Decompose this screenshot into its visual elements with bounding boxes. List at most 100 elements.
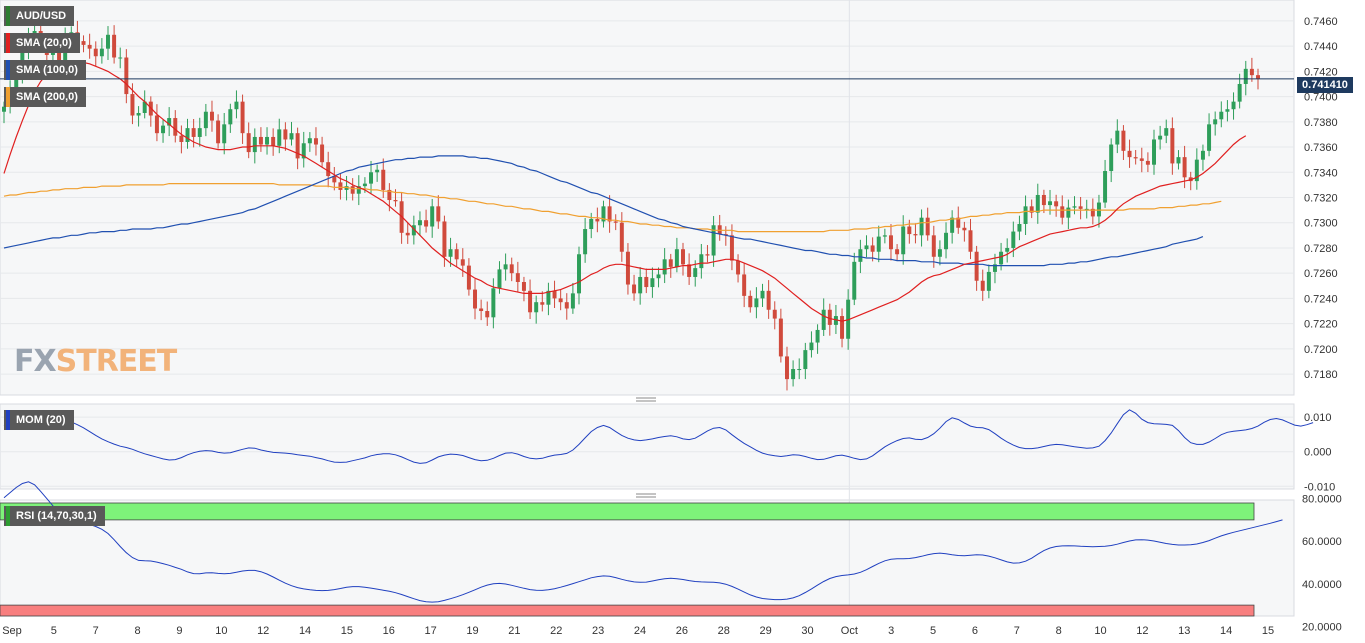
- x-tick-label: 10: [1094, 625, 1106, 637]
- candle-body: [191, 128, 196, 137]
- x-tick-label: 12: [257, 625, 269, 637]
- candle-body: [797, 369, 802, 371]
- legend-sma100-marker: [6, 60, 10, 80]
- candle-body: [595, 218, 600, 222]
- candle-body: [375, 169, 380, 173]
- candle-body: [436, 206, 441, 222]
- candle-body: [271, 136, 276, 146]
- candle-body: [142, 101, 147, 113]
- candle-body: [326, 162, 331, 177]
- price-tick-label: 0.7380: [1304, 117, 1338, 129]
- candle-body: [1060, 206, 1065, 218]
- candle-body: [1249, 68, 1254, 76]
- candle-body: [901, 226, 906, 255]
- candle-body: [944, 232, 949, 250]
- candle-body: [473, 289, 478, 309]
- x-tick-label: 23: [592, 625, 604, 637]
- candle-body: [497, 269, 502, 289]
- candle-body: [662, 259, 667, 275]
- candle-body: [491, 288, 496, 318]
- candle-body: [931, 235, 936, 257]
- x-tick-label: 12: [1136, 625, 1148, 637]
- candle-body: [1054, 201, 1059, 207]
- candle-body: [454, 249, 459, 260]
- candle-body: [674, 249, 679, 267]
- rsi-tick-label: 60.0000: [1302, 536, 1342, 548]
- candle-body: [1035, 194, 1040, 213]
- candle-body: [1207, 124, 1212, 151]
- candle-body: [858, 249, 863, 262]
- candle-body: [895, 249, 900, 255]
- last-price-tag: 0.741410: [1297, 77, 1353, 93]
- candle-body: [711, 225, 716, 256]
- candle-body: [589, 218, 594, 230]
- price-tick-label: 0.7340: [1304, 167, 1338, 179]
- candle-body: [1090, 208, 1095, 217]
- candle-body: [980, 280, 985, 291]
- candle-body: [197, 128, 202, 137]
- price-tick-label: 0.7220: [1304, 319, 1338, 331]
- fxstreet-logo: FXSTREET: [14, 344, 177, 379]
- candle-body: [833, 316, 838, 325]
- candle-body: [356, 186, 361, 194]
- rsi-tick-label: 20.0000: [1302, 621, 1342, 633]
- x-tick-label: 28: [718, 625, 730, 637]
- legend-sma20-marker: [6, 33, 10, 53]
- price-tick-label: 0.7420: [1304, 66, 1338, 78]
- rsi-tick-label: 80.0000: [1302, 494, 1342, 506]
- x-tick-label: 21: [508, 625, 520, 637]
- candle-body: [564, 302, 569, 309]
- candle-body: [791, 369, 796, 380]
- candle-body: [992, 264, 997, 272]
- price-tick-label: 0.7240: [1304, 293, 1338, 305]
- candle-body: [1213, 119, 1218, 125]
- candle-body: [283, 129, 288, 140]
- candle-body: [583, 229, 588, 255]
- candle-body: [228, 109, 233, 125]
- candle-body: [503, 264, 508, 270]
- candle-body: [332, 176, 337, 183]
- candle-body: [956, 217, 961, 228]
- candle-body: [112, 34, 117, 58]
- candle-body: [424, 220, 429, 227]
- candle-body: [448, 249, 453, 257]
- candle-body: [772, 309, 777, 319]
- candle-body: [167, 118, 172, 126]
- price-tick-label: 0.7400: [1304, 92, 1338, 104]
- price-tick-label: 0.7180: [1304, 369, 1338, 381]
- legend-sma20: SMA (20,0): [4, 33, 80, 53]
- x-tick-label: 10: [215, 625, 227, 637]
- candle-body: [1103, 171, 1108, 203]
- price-tick-label: 0.7300: [1304, 218, 1338, 230]
- candle-body: [277, 129, 282, 146]
- x-tick-label: 5: [51, 625, 57, 637]
- rsi-line: [3, 481, 1283, 603]
- price-tick-label: 0.7280: [1304, 243, 1338, 255]
- candle-body: [882, 235, 887, 237]
- candle-body: [240, 101, 245, 134]
- candle-body: [809, 342, 814, 351]
- x-tick-label: 7: [93, 625, 99, 637]
- candle-body: [393, 200, 398, 202]
- legend-sma200: SMA (200,0): [4, 87, 86, 107]
- candle-body: [154, 115, 159, 134]
- candle-body: [876, 236, 881, 252]
- candle-body: [313, 138, 318, 145]
- legend-sma200-marker: [6, 87, 10, 107]
- price-tick-label: 0.7200: [1304, 344, 1338, 356]
- candle-body: [222, 124, 227, 144]
- candle-body: [937, 249, 942, 257]
- x-tick-label: 3: [888, 625, 894, 637]
- candle-body: [161, 125, 166, 134]
- x-tick-label: 8: [1056, 625, 1062, 637]
- candle-body: [1066, 207, 1071, 218]
- candle-body: [870, 245, 875, 252]
- candle-body: [644, 276, 649, 288]
- candle-body: [289, 133, 294, 140]
- candle-body: [766, 290, 771, 310]
- legend-instrument-marker: [6, 6, 10, 26]
- legend-sma100-label: SMA (100,0): [16, 64, 78, 76]
- candle-body: [1029, 206, 1034, 213]
- candle-body: [301, 143, 306, 159]
- rsi-tick-label: 40.0000: [1302, 579, 1342, 591]
